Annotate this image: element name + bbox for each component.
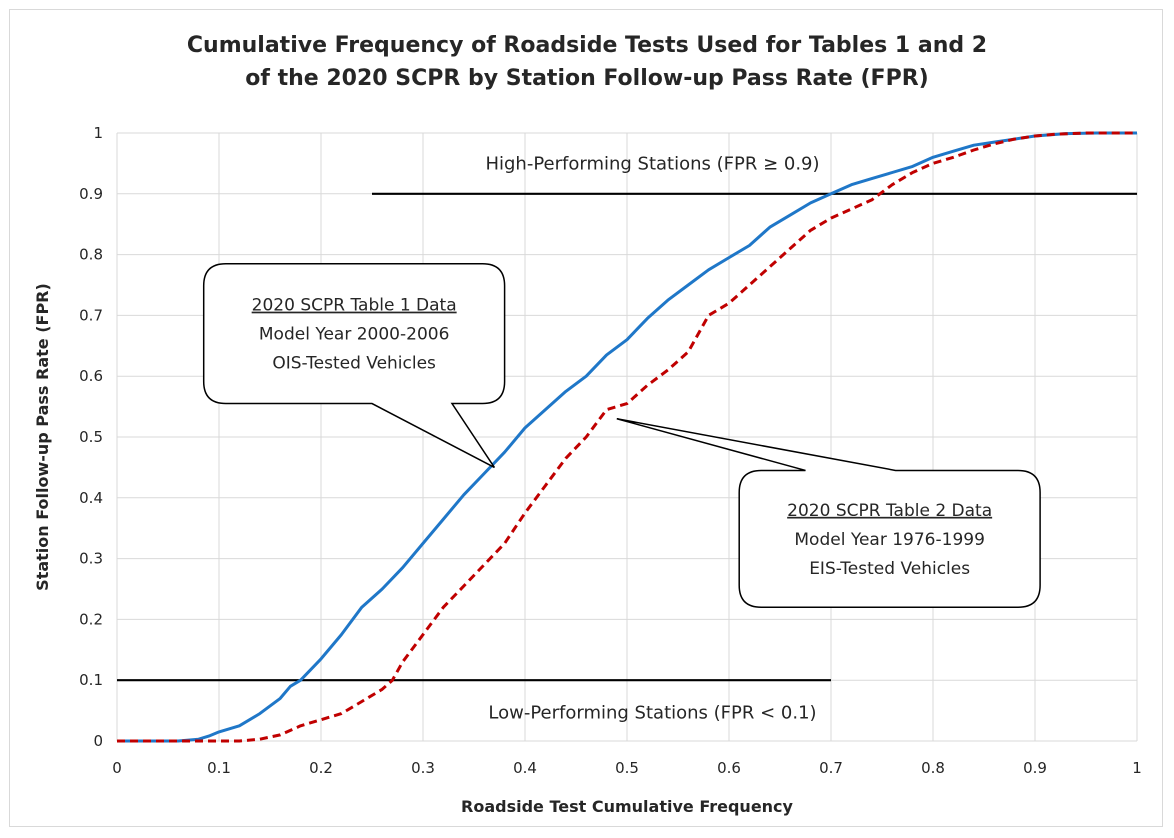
x-tick-label-1: 0.1: [207, 759, 231, 777]
callout-table2-bubble: [616, 418, 1041, 608]
chart-title-line-1: Cumulative Frequency of Roadside Tests U…: [187, 33, 987, 58]
y-tick-label-1: 0.1: [79, 671, 103, 689]
x-tick-label-5: 0.5: [615, 759, 639, 777]
x-tick-label-0: 0: [112, 759, 122, 777]
axes: 0 0.1 0.2 0.3 0.4 0.5 0.6 0.7 0.8 0.9 1 0 0.1 0.2 0.3 0…: [79, 124, 1142, 777]
grid-lines: [116, 132, 1138, 742]
y-tick-label-0: 0: [93, 732, 103, 750]
y-tick-label-5: 0.5: [79, 428, 103, 446]
y-tick-label-9: 0.9: [79, 185, 103, 203]
callout-table1: 2020 SCPR Table 1 Data Model Year 2000-20…: [202, 262, 506, 469]
x-tick-label-9: 0.9: [1023, 759, 1047, 777]
callout-table2: 2020 SCPR Table 2 Data Model Year 1976-19…: [616, 418, 1041, 608]
callout-table1-bubble: [202, 262, 506, 469]
y-tick-label-8: 0.8: [79, 246, 103, 264]
x-tick-label-7: 0.7: [819, 759, 843, 777]
x-tick-label-4: 0.4: [513, 759, 537, 777]
callout-table1-line-0: 2020 SCPR Table 1 Data: [252, 296, 457, 316]
callout-table1-line-2: OIS-Tested Vehicles: [272, 354, 436, 374]
y-tick-label-3: 0.3: [79, 550, 103, 568]
reference-lines: [117, 192, 1137, 682]
y-tick-label-7: 0.7: [79, 306, 103, 324]
series-line-0: [117, 131, 1137, 743]
y-tick-label-6: 0.6: [79, 367, 103, 385]
x-axis-label: Roadside Test Cumulative Frequency: [461, 797, 794, 816]
chart-title-line-2: of the 2020 SCPR by Station Follow-up Pa…: [245, 66, 928, 91]
series-line-1: [117, 131, 1137, 743]
x-tick-label-10: 1: [1132, 759, 1142, 777]
x-tick-label-3: 0.3: [411, 759, 435, 777]
y-axis-label: Station Follow-up Pass Rate (FPR): [33, 283, 52, 591]
callout-table1-line-1: Model Year 2000-2006: [259, 325, 450, 345]
series-lines: [117, 131, 1137, 743]
y-tick-label-4: 0.4: [79, 489, 103, 507]
callouts: 2020 SCPR Table 1 Data Model Year 2000-20…: [202, 262, 1041, 608]
high-performing-label: High-Performing Stations (FPR ≥ 0.9): [485, 153, 819, 174]
callout-table2-line-0: 2020 SCPR Table 2 Data: [787, 501, 992, 521]
x-tick-label-6: 0.6: [717, 759, 741, 777]
y-tick-label-10: 1: [93, 124, 103, 142]
callout-table2-line-2: EIS-Tested Vehicles: [809, 559, 970, 579]
y-tick-label-2: 0.2: [79, 610, 103, 628]
x-tick-label-8: 0.8: [921, 759, 945, 777]
annotations: High-Performing Stations (FPR ≥ 0.9) Low-…: [485, 153, 819, 723]
low-performing-label: Low-Performing Stations (FPR < 0.1): [488, 702, 816, 723]
x-tick-label-2: 0.2: [309, 759, 333, 777]
callout-table2-line-1: Model Year 1976-1999: [794, 530, 985, 550]
